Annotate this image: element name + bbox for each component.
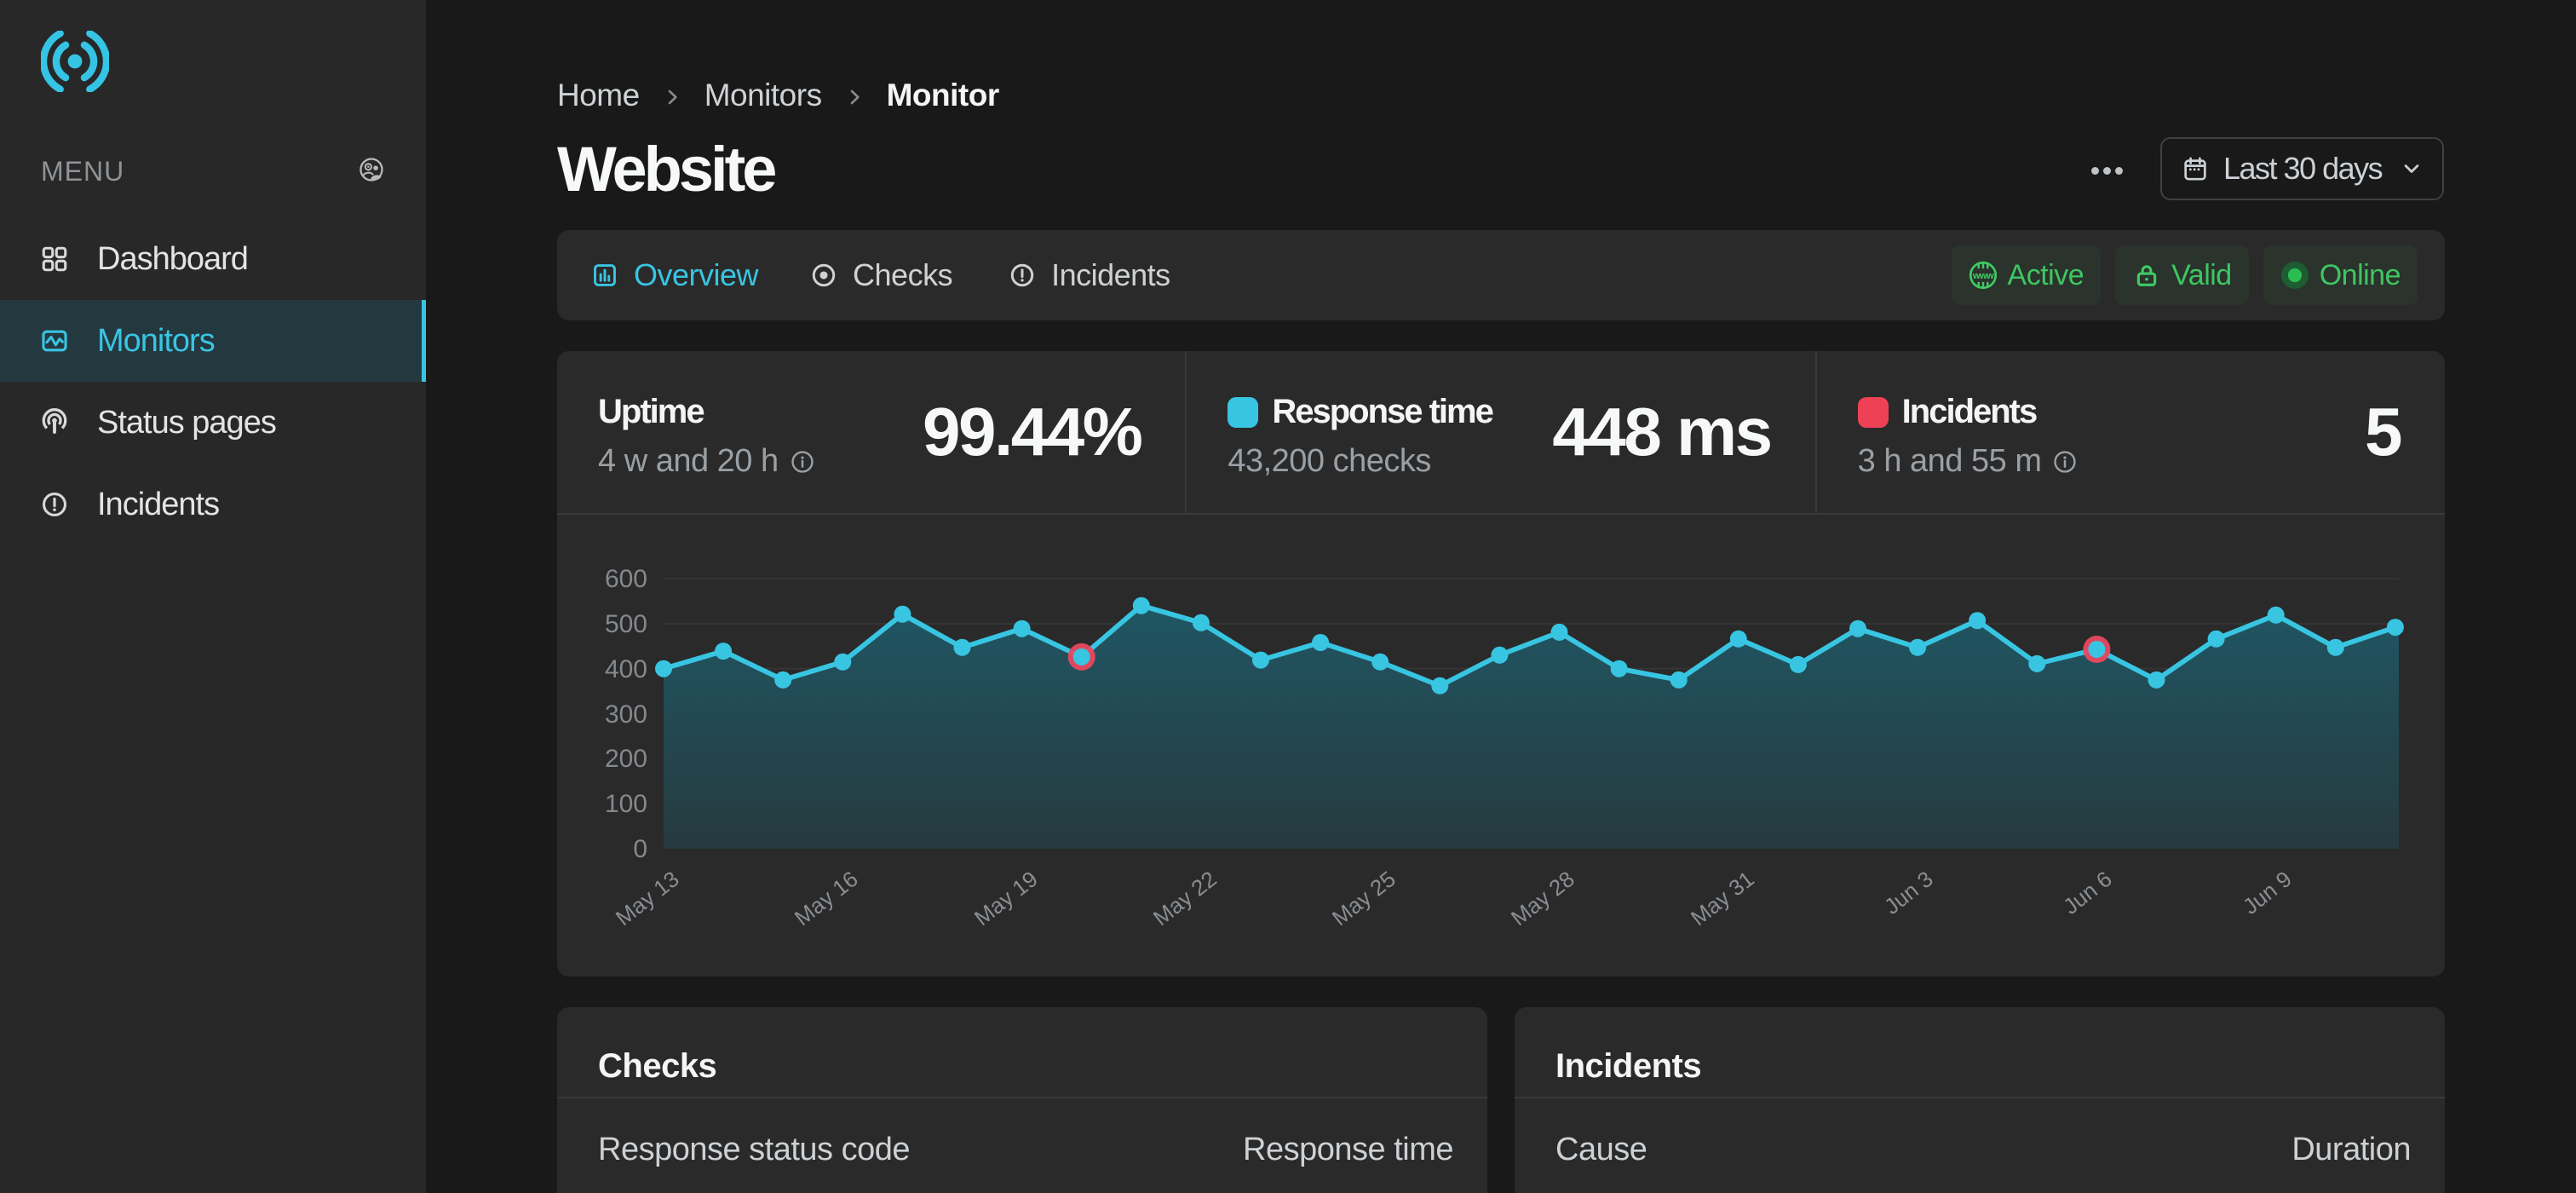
svg-text:100: 100: [605, 790, 647, 818]
svg-text:500: 500: [605, 610, 647, 638]
svg-text:Jun 6: Jun 6: [2058, 866, 2117, 919]
svg-text:May 16: May 16: [790, 866, 863, 931]
svg-text:www: www: [1971, 271, 1993, 281]
svg-text:May 25: May 25: [1327, 866, 1400, 931]
svg-text:May 28: May 28: [1506, 866, 1579, 931]
svg-text:300: 300: [605, 700, 647, 729]
svg-text:600: 600: [605, 565, 647, 593]
svg-text:May 19: May 19: [969, 866, 1043, 931]
svg-text:Jun 9: Jun 9: [2238, 866, 2297, 919]
svg-text:May 22: May 22: [1148, 866, 1222, 931]
svg-text:May 31: May 31: [1686, 866, 1759, 931]
svg-text:May 13: May 13: [611, 866, 684, 931]
svg-text:400: 400: [605, 655, 647, 683]
svg-text:Jun 3: Jun 3: [1879, 866, 1938, 919]
svg-text:200: 200: [605, 745, 647, 773]
svg-text:0: 0: [633, 835, 647, 863]
